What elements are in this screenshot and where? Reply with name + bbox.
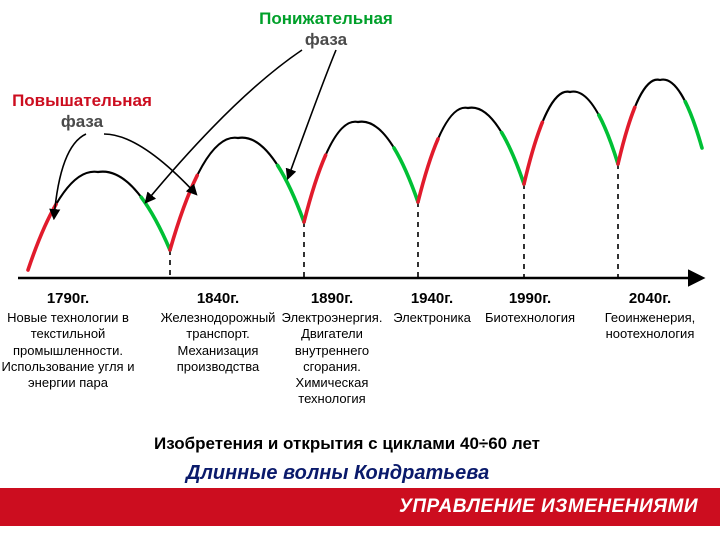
year-label: 1790г.: [0, 290, 143, 309]
period-description: Геоинженерия, ноотехнология: [585, 310, 715, 343]
downstroke-highlight: [394, 148, 418, 202]
upstroke-highlight: [418, 139, 438, 202]
callout-pointer: [146, 50, 302, 202]
year-label: 1840г.: [153, 290, 283, 309]
wave-chart: [0, 0, 720, 540]
title-band: УПРАВЛЕНИЕ ИЗМЕНЕНИЯМИ: [0, 488, 720, 526]
phase-down-line2: фаза: [246, 29, 406, 50]
upstroke-highlight: [524, 122, 542, 184]
upstroke-highlight: [618, 107, 635, 164]
phase-down-line1: Понижательная: [246, 8, 406, 29]
upstroke-highlight: [170, 175, 197, 250]
year-label: 1890г.: [272, 290, 392, 309]
phase-down-label: Понижательная фаза: [246, 8, 406, 51]
wave-curve: [418, 108, 524, 202]
callout-pointer: [288, 50, 336, 178]
downstroke-highlight: [278, 165, 304, 222]
year-label: 1990г.: [475, 290, 585, 309]
callout-pointer: [104, 134, 196, 194]
subtitle: Длинные волны Кондратьева: [186, 462, 489, 485]
period-description: Железнодорожный транспорт. Механизация п…: [153, 310, 283, 375]
phase-up-line2: фаза: [2, 111, 162, 132]
period-description: Новые технологии в текстильной промышлен…: [0, 310, 143, 391]
year-label: 1940г.: [382, 290, 482, 309]
period-description: Электроэнергия. Двигатели внутреннего сг…: [272, 310, 392, 408]
upstroke-highlight: [28, 204, 56, 270]
period-description: Биотехнология: [475, 310, 585, 326]
downstroke-highlight: [599, 115, 618, 164]
phase-up-line1: Повышательная: [2, 90, 162, 111]
downstroke-highlight: [685, 102, 702, 148]
downstroke-highlight: [141, 197, 170, 250]
downstroke-highlight: [502, 132, 524, 184]
period-description: Электроника: [382, 310, 482, 326]
upstroke-highlight: [304, 155, 326, 222]
wave-curve: [304, 122, 418, 222]
caption-range: 40÷60: [460, 434, 507, 453]
phase-up-label: Повышательная фаза: [2, 90, 162, 133]
caption-suffix: лет: [507, 434, 540, 453]
diagram-root: Повышательная фаза Понижательная фаза 17…: [0, 0, 720, 540]
cycle-caption: Изобретения и открытия с циклами 40÷60 л…: [154, 434, 540, 454]
caption-prefix: Изобретения и открытия с циклами: [154, 434, 460, 453]
year-label: 2040г.: [585, 290, 715, 309]
